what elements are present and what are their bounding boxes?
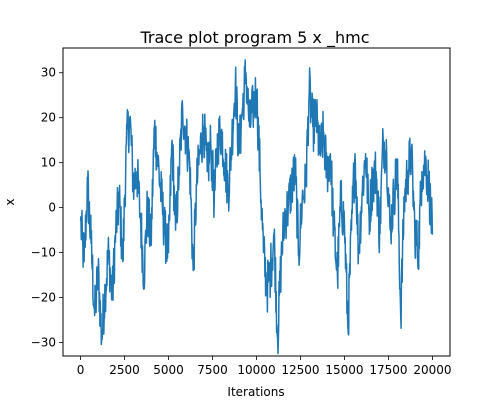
x-tick-label: 5000: [153, 363, 184, 377]
x-tick-label: 15000: [325, 363, 363, 377]
y-axis-ticks: −30 −20 −10 0 10 20 30: [31, 66, 63, 350]
y-tick-label: 20: [41, 111, 56, 125]
chart-title: Trace plot program 5 x _hmc: [139, 28, 369, 48]
plot-area: [79, 59, 434, 355]
x-axis-label: Iterations: [227, 385, 284, 399]
y-tick-label: −10: [31, 246, 56, 260]
x-tick-label: 10000: [237, 363, 275, 377]
y-tick-label: 10: [41, 156, 56, 170]
x-tick-label: 0: [77, 363, 85, 377]
y-tick-label: −20: [31, 291, 56, 305]
y-axis-label: x: [3, 198, 17, 205]
x-tick-label: 12500: [281, 363, 319, 377]
x-tick-label: 17500: [369, 363, 407, 377]
trace-series-line: [79, 59, 434, 355]
y-tick-label: 30: [41, 66, 56, 80]
x-axis-ticks: 0 2500 5000 7500 10000 12500 15000 17500 20000: [77, 356, 452, 377]
y-tick-label: 0: [48, 201, 56, 215]
x-tick-label: 2500: [109, 363, 140, 377]
x-tick-label: 20000: [413, 363, 451, 377]
y-tick-label: −30: [31, 336, 56, 350]
x-tick-label: 7500: [197, 363, 228, 377]
